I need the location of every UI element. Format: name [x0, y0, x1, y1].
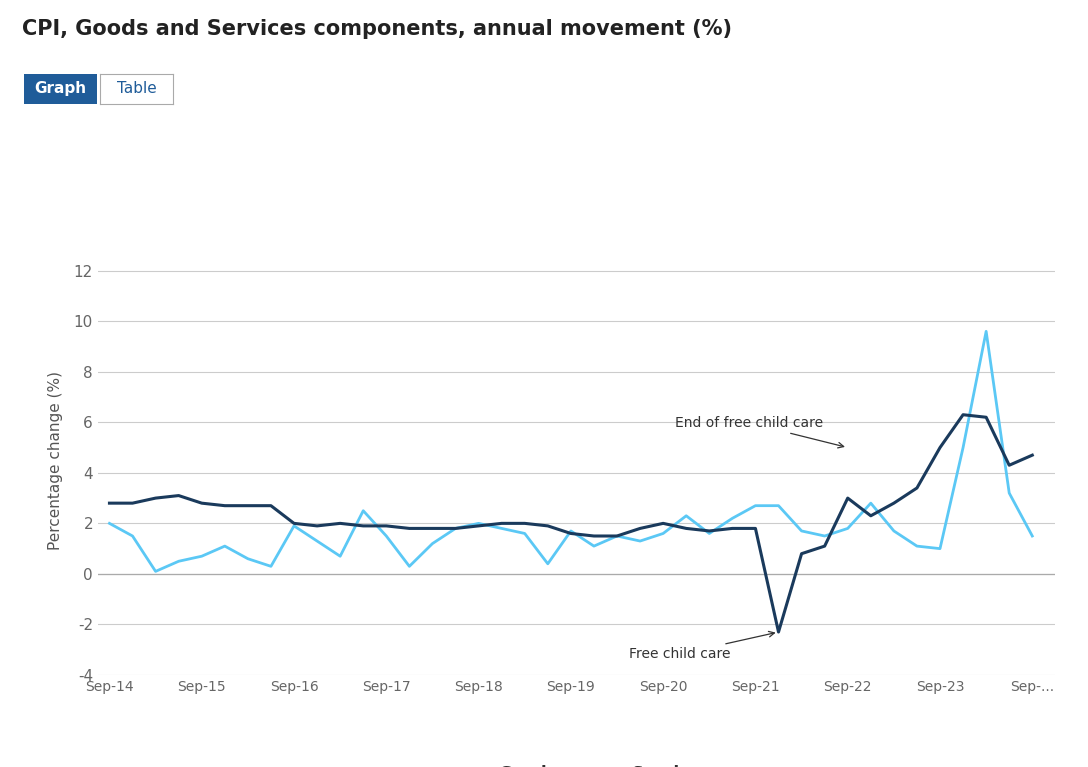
Text: End of free child care: End of free child care [675, 416, 843, 448]
Text: Table: Table [116, 81, 157, 97]
Text: CPI, Goods and Services components, annual movement (%): CPI, Goods and Services components, annu… [22, 19, 732, 39]
Text: Graph: Graph [35, 81, 86, 97]
Legend: Goods, Services: Goods, Services [436, 759, 717, 767]
Text: Free child care: Free child care [629, 631, 775, 661]
Y-axis label: Percentage change (%): Percentage change (%) [48, 370, 63, 550]
